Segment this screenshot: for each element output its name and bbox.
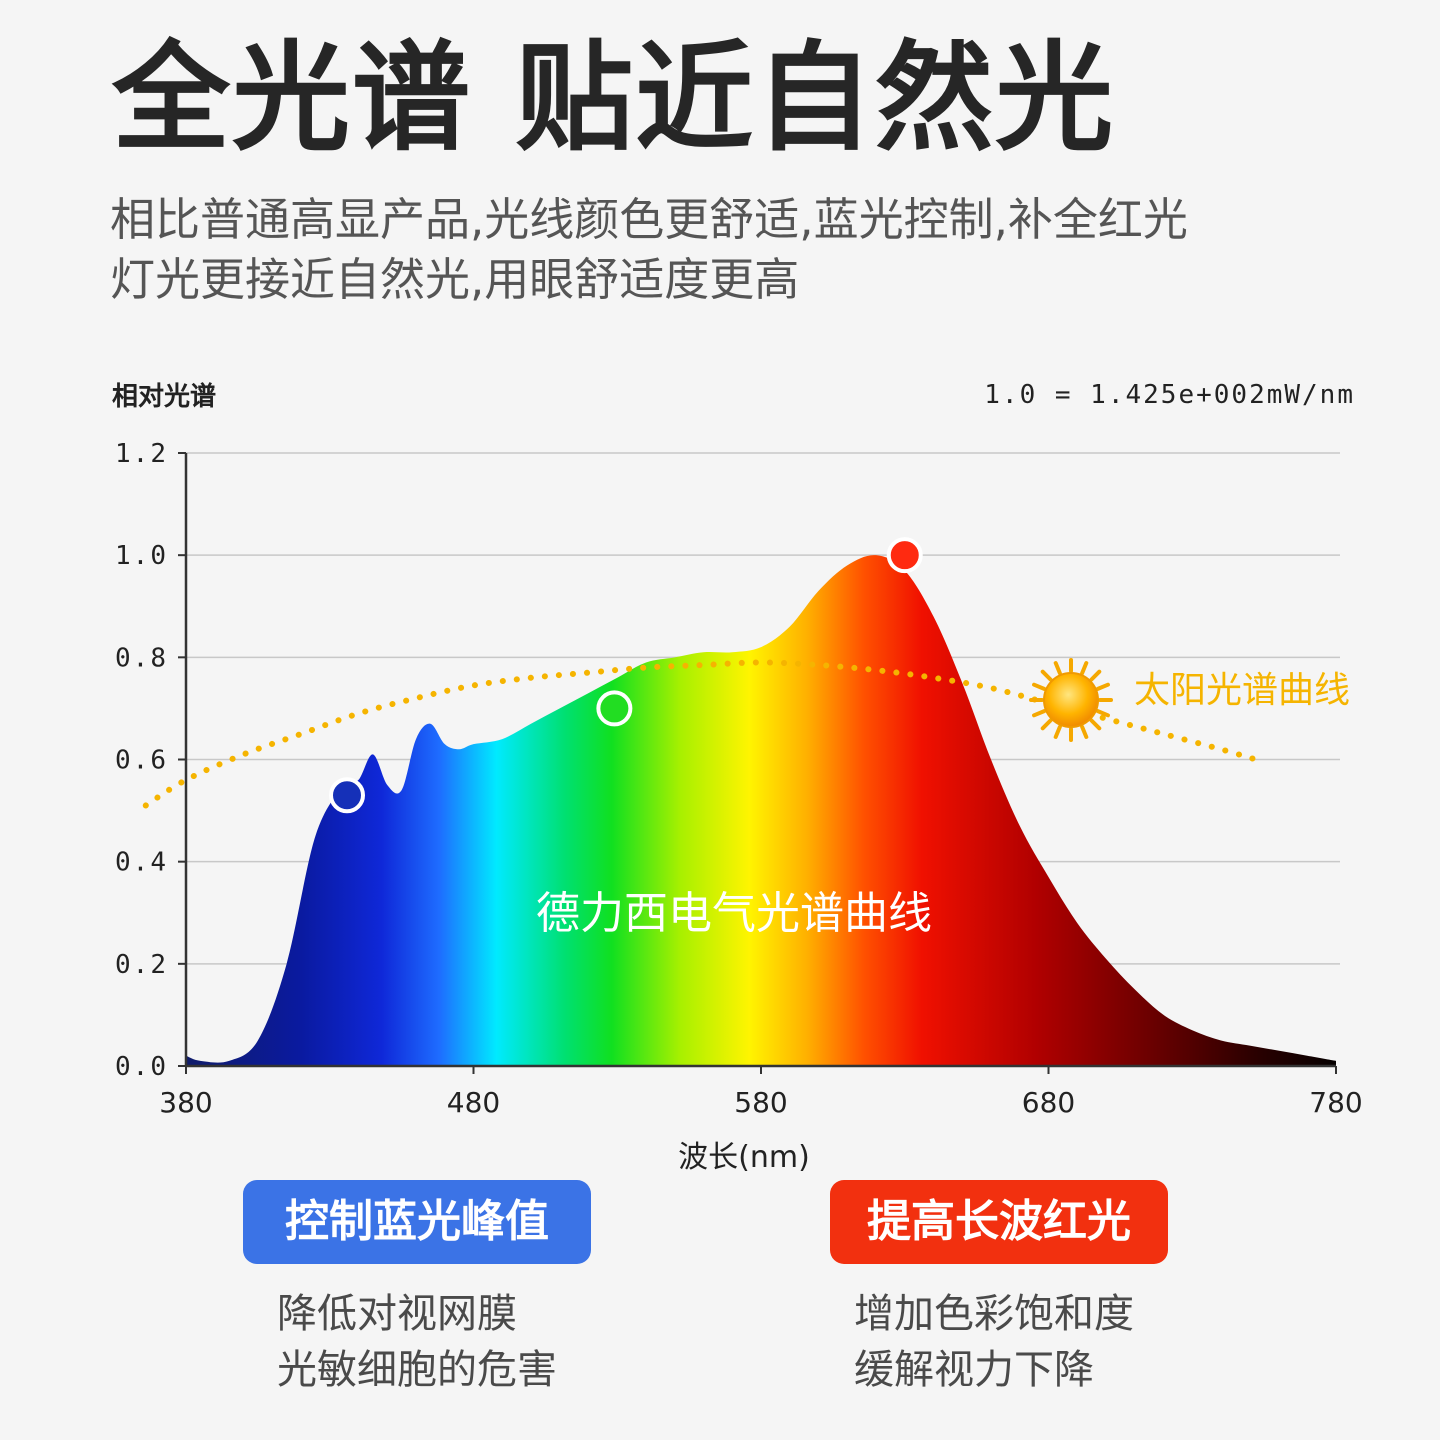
y-tick-label: 0.8 xyxy=(115,643,168,673)
scale-note: 1.0 = 1.425e+002mW/nm xyxy=(984,380,1355,410)
spectrum-chart: 0.0 0.2 0.4 0.6 0.8 1.0 1.2 380 480 580 680 780 相对光… xyxy=(112,380,1363,1175)
peak-marker xyxy=(596,690,633,727)
red-light-line-1: 增加色彩饱和度 xyxy=(854,1291,1134,1337)
y-tick-label: 0.4 xyxy=(115,848,168,878)
axes: 0.0 0.2 0.4 0.6 0.8 1.0 1.2 380 480 580 680 780 xyxy=(115,439,1363,1119)
red-light-badge: 提高长波红光 xyxy=(830,1180,1168,1264)
sun-ray xyxy=(1032,709,1047,718)
peak-marker xyxy=(329,777,365,814)
x-axis-label: 波长(nm) xyxy=(678,1140,810,1175)
x-tick-label: 780 xyxy=(1309,1086,1362,1119)
sun-ray xyxy=(1095,709,1110,718)
blue-light-line-2: 光敏细胞的危害 xyxy=(277,1347,557,1393)
y-tick-label: 0.2 xyxy=(115,950,168,980)
sun-ray xyxy=(1053,724,1062,739)
red-light-description: 增加色彩饱和度 缓解视力下降 xyxy=(830,1286,1168,1398)
sun-ray xyxy=(1053,661,1062,676)
y-axis-label: 相对光谱 xyxy=(112,381,216,412)
blue-light-line-1: 降低对视网膜 xyxy=(277,1291,517,1337)
sun-ray xyxy=(1095,682,1110,691)
blue-light-badge: 控制蓝光峰值 xyxy=(243,1180,591,1264)
peak-markers xyxy=(329,537,923,814)
y-tick-label: 0.6 xyxy=(115,746,168,776)
x-tick-label: 680 xyxy=(1022,1086,1075,1119)
sun-ray xyxy=(1080,661,1089,676)
series-label-delixi: 德力西电气光谱曲线 xyxy=(536,888,932,939)
peak-marker xyxy=(886,537,923,574)
red-light-line-2: 缓解视力下降 xyxy=(854,1347,1094,1393)
blue-light-card: 控制蓝光峰值 降低对视网膜 光敏细胞的危害 xyxy=(243,1180,591,1398)
y-tick-label: 0.0 xyxy=(115,1052,168,1082)
sun-ray xyxy=(1032,682,1047,691)
series-label-sun: 太阳光谱曲线 xyxy=(1134,670,1350,711)
sun-ray xyxy=(1040,718,1053,731)
sun-ray xyxy=(1089,669,1102,682)
sun-ray xyxy=(1040,669,1053,682)
sun-ray xyxy=(1089,718,1102,731)
x-tick-label: 480 xyxy=(447,1086,500,1119)
subtitle-line-1: 相比普通高显产品,光线颜色更舒适,蓝光控制,补全红光 xyxy=(110,193,1188,246)
spectrum-area xyxy=(186,555,1336,1066)
page-subtitle: 相比普通高显产品,光线颜色更舒适,蓝光控制,补全红光 灯光更接近自然光,用眼舒适… xyxy=(110,190,1360,310)
red-light-card: 提高长波红光 增加色彩饱和度 缓解视力下降 xyxy=(830,1180,1168,1398)
y-tick-label: 1.0 xyxy=(115,541,168,571)
y-tick-label: 1.2 xyxy=(115,439,168,469)
blue-light-description: 降低对视网膜 光敏细胞的危害 xyxy=(243,1286,591,1398)
x-tick-label: 580 xyxy=(734,1086,787,1119)
page-title: 全光谱 贴近自然光 xyxy=(112,29,1116,167)
subtitle-line-2: 灯光更接近自然光,用眼舒适度更高 xyxy=(110,253,800,306)
spectrum-area-fill xyxy=(186,555,1336,1066)
x-tick-label: 380 xyxy=(159,1086,212,1119)
sun-icon xyxy=(1029,658,1113,742)
sun-ray xyxy=(1080,724,1089,739)
